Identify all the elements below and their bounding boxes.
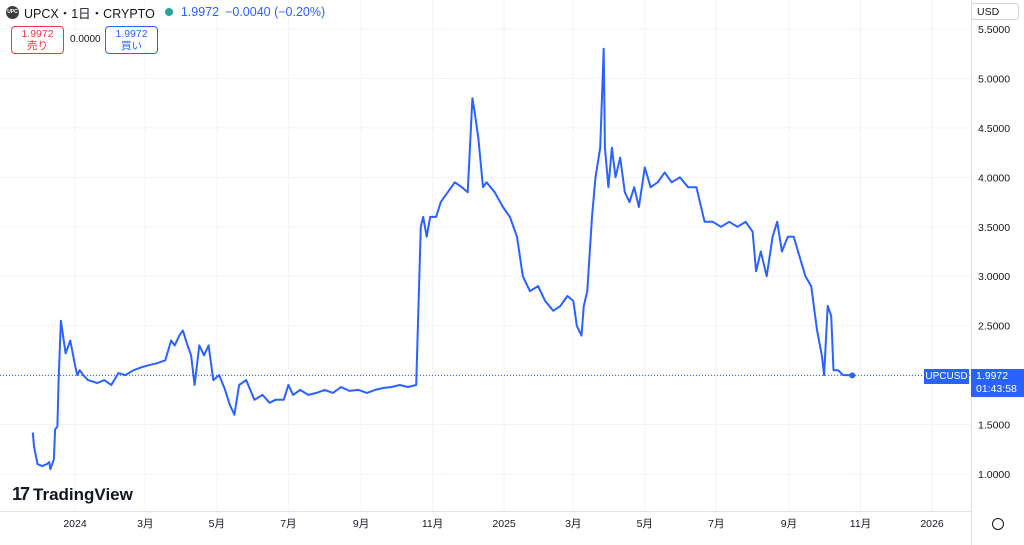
bar-countdown: 01:43:58 [976,383,1017,395]
x-tick-label: 9月 [353,518,369,530]
buy-price: 1.9972 [115,28,148,40]
symbol-price-tag: UPCUSD [924,369,969,384]
chart-grid [0,0,971,511]
header-price-change: −0.0040 (−0.20%) [225,5,326,19]
tradingview-mark-icon: 17 [12,484,30,504]
y-tick-label: 4.0000 [978,172,1010,184]
settings-gear-icon[interactable] [992,518,1004,530]
buy-button[interactable]: 1.9972 買い [105,26,158,54]
last-price-tag-value: 1.9972 [976,370,1009,382]
x-tick-label: 7月 [708,518,724,530]
y-tick-label: 3.0000 [978,271,1010,283]
x-tick-label: 5月 [209,518,225,530]
last-price-tag: 1.9972 01:43:58 [971,369,1024,397]
y-tick-label: 5.5000 [978,24,1010,36]
y-axis[interactable]: 1.00001.50002.00002.50003.00003.50004.00… [978,24,1010,481]
symbol-header[interactable]: UPC UPCX・1日・CRYPTO 1.9972 −0.0040 (−0.20… [6,3,325,21]
y-tick-label: 1.5000 [978,420,1010,432]
x-tick-label: 3月 [565,518,581,530]
header-last-price: 1.9972 [180,5,220,19]
currency-selector[interactable]: USD [971,3,1019,20]
x-tick-label: 2025 [492,518,516,530]
sell-button[interactable]: 1.9972 売り [11,26,64,54]
tradingview-logo[interactable]: 17 TradingView [12,484,133,505]
spread-value: 0.0000 [70,34,101,45]
x-tick-label: 11月 [850,518,871,530]
y-tick-label: 5.0000 [978,73,1010,85]
tradingview-name: TradingView [33,484,133,504]
x-tick-label: 2024 [63,518,87,530]
x-axis[interactable]: 2024 3月 5月 7月 9月 11月 2025 3月 5月 7月 9月 11月 2026 [63,518,944,530]
price-series-line [31,47,853,471]
market-status-dot-icon [164,8,173,16]
y-tick-label: 2.5000 [978,321,1010,333]
y-tick-label: 1.0000 [978,469,1010,481]
y-tick-label: 3.5000 [978,222,1010,234]
symbol-title[interactable]: UPCX・1日・CRYPTO [24,6,155,21]
x-tick-label: 9月 [781,518,797,530]
x-tick-label: 2026 [920,518,944,530]
sell-label: 売り [27,40,48,52]
last-price-dot [849,372,856,379]
buy-label: 買い [121,40,142,52]
sell-price: 1.9972 [21,28,54,40]
y-tick-label: 4.5000 [978,123,1010,135]
upcx-logo-icon: UPC [6,5,19,19]
x-tick-label: 5月 [637,518,653,530]
x-tick-label: 11月 [422,518,443,530]
x-tick-label: 7月 [280,518,296,530]
x-tick-label: 3月 [137,518,153,530]
